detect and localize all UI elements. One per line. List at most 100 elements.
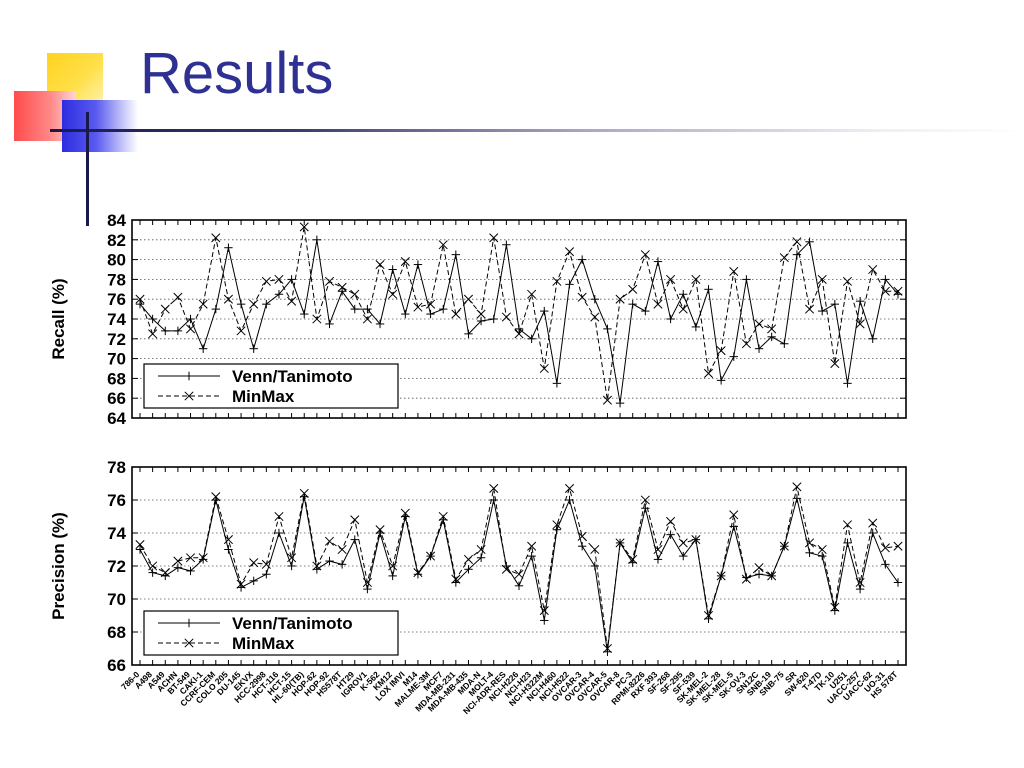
data-point [312, 235, 322, 244]
data-point-marker [564, 247, 575, 257]
legend-label: MinMax [232, 634, 295, 653]
y-tick-label: 64 [107, 409, 126, 428]
data-point [868, 334, 877, 343]
data-point-marker [350, 515, 360, 525]
data-point [679, 551, 688, 561]
data-point-marker [678, 304, 688, 314]
data-point [742, 573, 751, 582]
data-point [691, 322, 701, 332]
data-point [160, 568, 170, 578]
data-point-marker [426, 551, 436, 561]
y-tick-label: 70 [107, 590, 126, 609]
y-tick-label: 66 [107, 656, 126, 675]
data-point [198, 344, 208, 353]
data-point [223, 535, 233, 545]
data-point [211, 304, 220, 314]
data-point-marker [880, 543, 890, 553]
data-point-marker [868, 518, 878, 528]
data-point-marker [830, 602, 840, 612]
data-point [666, 516, 676, 527]
data-point-marker [173, 556, 183, 566]
data-point [767, 332, 776, 342]
data-point-marker [602, 643, 612, 654]
data-point-marker [388, 289, 398, 299]
data-point [502, 240, 511, 249]
data-point [590, 544, 600, 555]
data-point-marker [148, 329, 158, 339]
chart-2: 66 68 70 72 74 76 78 Precision (%) Venn/Tanimoto… [49, 458, 907, 716]
data-point [375, 525, 385, 535]
data-point [678, 304, 688, 314]
y-tick-label: 82 [107, 231, 126, 250]
data-point [552, 276, 562, 286]
data-point-marker [716, 571, 726, 581]
data-point [439, 304, 448, 314]
data-point [754, 319, 764, 329]
data-point [615, 294, 625, 304]
data-point [640, 495, 650, 505]
data-point [173, 556, 183, 566]
page-title: Results [140, 41, 334, 106]
y-tick-label: 84 [107, 211, 126, 230]
data-point [211, 492, 221, 502]
data-point-marker [514, 329, 524, 339]
data-point-marker [552, 520, 562, 530]
data-point [185, 553, 196, 563]
data-point [729, 266, 739, 277]
data-point-marker [577, 292, 587, 302]
data-point [780, 339, 789, 348]
data-point-marker [463, 554, 474, 564]
data-point-marker [438, 240, 448, 250]
data-point [236, 326, 246, 336]
data-point [868, 264, 878, 275]
data-point-marker [173, 292, 183, 302]
y-tick-label: 78 [107, 270, 126, 289]
data-point [590, 295, 599, 304]
data-point [855, 577, 865, 588]
data-point [805, 237, 814, 246]
data-point [539, 605, 549, 616]
data-point [350, 515, 360, 525]
data-point [173, 563, 183, 572]
data-point-marker [249, 299, 259, 309]
data-point [236, 299, 246, 309]
data-point-marker [564, 483, 575, 494]
data-point [261, 276, 271, 286]
data-point [135, 545, 145, 554]
data-point [653, 257, 663, 266]
data-point [792, 237, 802, 247]
data-point [274, 290, 284, 299]
data-point-marker [350, 289, 360, 299]
data-point-marker [703, 368, 714, 379]
data-point [539, 363, 549, 374]
data-point [628, 554, 638, 564]
data-point [249, 299, 259, 309]
legend-marker [184, 391, 194, 401]
data-point-marker [741, 339, 751, 349]
data-point [148, 329, 158, 339]
data-point [704, 285, 713, 294]
data-point [249, 558, 259, 568]
data-point-marker [817, 544, 827, 555]
data-point [577, 292, 587, 302]
data-point [653, 299, 663, 309]
data-point-marker [880, 286, 890, 296]
data-point-marker [489, 233, 499, 243]
data-point-marker [375, 525, 385, 535]
data-point-marker [451, 309, 461, 319]
data-point [489, 483, 499, 494]
y-axis-label: Recall (%) [49, 278, 68, 359]
data-point-marker [855, 319, 865, 329]
data-point [426, 551, 436, 561]
data-point [312, 314, 322, 324]
data-point [754, 344, 764, 353]
data-point [527, 289, 537, 299]
data-point [287, 275, 296, 284]
data-point-marker [653, 299, 663, 309]
data-point-marker [236, 579, 246, 589]
data-point [843, 379, 852, 388]
data-point-marker [527, 289, 537, 299]
data-point [817, 274, 827, 284]
